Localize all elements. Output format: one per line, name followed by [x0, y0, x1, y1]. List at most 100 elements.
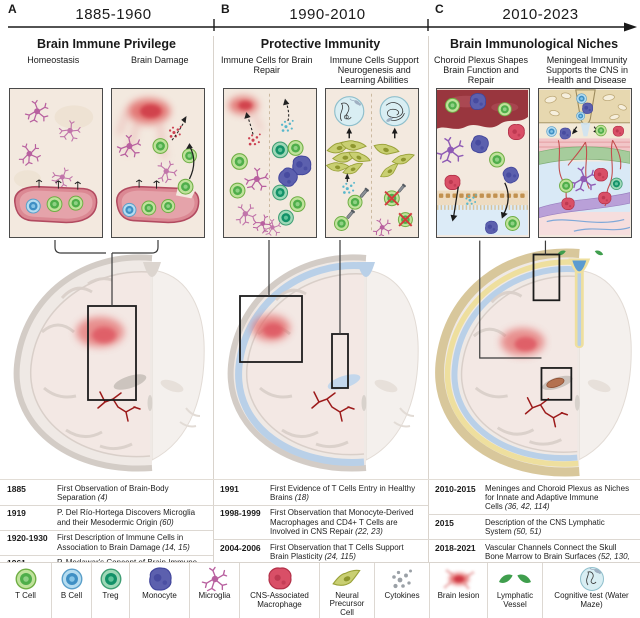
legend-label: Microglia	[198, 591, 231, 600]
panel-b-events: 1991 First Evidence of T Cells Entry in H…	[213, 480, 428, 578]
ventricle	[113, 374, 147, 390]
event-ref: (22, 23)	[355, 527, 383, 537]
event-row: 1991 First Evidence of T Cells Entry in H…	[213, 481, 428, 505]
t-cell-icon	[289, 196, 306, 213]
blood-vessel-branches	[97, 391, 141, 422]
panel-a-letter: A	[8, 2, 17, 16]
event-year: 2004-2006	[220, 542, 261, 553]
event-text: Description of the CNS Lymphatic System	[485, 517, 605, 537]
brain-damage-illustration	[111, 89, 203, 236]
event-text: Vascular Channels Connect the Skull Bone…	[485, 542, 617, 562]
t-cell-icon	[333, 216, 349, 231]
legend-label: Lymphatic Vessel	[496, 591, 534, 609]
panel-c-events: 2010-2015 Meninges and Choroid Plexus as …	[428, 480, 640, 595]
brain-surface	[539, 211, 630, 236]
legend-item-npc: Neural Precursor Cell	[320, 563, 375, 618]
dura-layer	[444, 259, 579, 467]
event-row: 1885 First Observation of Brain-Body Sepa…	[0, 481, 213, 505]
meningeal-immunity-illustration	[539, 89, 630, 236]
legend-item-cytokines: Cytokines	[375, 563, 430, 618]
treg-icon	[271, 184, 288, 201]
event-year: 2010-2015	[435, 483, 476, 494]
arachnoid-layer	[539, 146, 630, 165]
panel-b-neurogenesis-box	[324, 88, 419, 238]
connector-lines	[479, 240, 547, 359]
event-row: 1919 P. Del Río-Hortega Discovers Microgl…	[0, 504, 213, 530]
t-cell-icon	[497, 102, 512, 117]
t-cell-icon	[595, 124, 607, 137]
monocyte-icon	[148, 567, 172, 591]
panel-c-brain-illustration	[435, 240, 632, 477]
event-text: First Evidence of T Cells Entry in Healt…	[270, 483, 416, 502]
csf-layer	[451, 266, 578, 462]
t-cell-icon	[505, 216, 520, 231]
macrophage-icon	[561, 197, 575, 210]
events-separator-line	[0, 479, 640, 480]
event-row: 1998-1999 First Observation that Monocyte…	[213, 504, 428, 539]
legend-item-cns-macrophage: CNS-Associated Macrophage	[240, 563, 320, 618]
legend-label: Treg	[102, 591, 119, 600]
event-ref: (18)	[294, 492, 309, 502]
b-cell-icon	[576, 93, 587, 104]
event-year: 2015	[435, 517, 454, 528]
monocyte-icon	[582, 102, 594, 114]
panel-b-title: Protective Immunity	[260, 37, 381, 51]
event-ref: (4)	[97, 492, 108, 502]
macrophage-icon	[507, 124, 525, 141]
treg-icon	[610, 177, 623, 190]
blood-vessel-branches	[524, 397, 569, 428]
b-cell-icon	[546, 126, 557, 137]
legend-label: Cytokines	[384, 591, 420, 600]
panel-c-subtitle-choroid: Choroid Plexus Shapes Brain Function and…	[433, 55, 529, 86]
treg-icon	[277, 209, 294, 226]
panel-b-subtitle-repair: Immune Cells for Brain Repair	[220, 55, 313, 76]
event-row: 2015 Description of the CNS Lymphatic Sys…	[428, 514, 640, 539]
legend-item-b-cell: B Cell	[52, 563, 92, 618]
event-text: Meninges and Choroid Plexus as Niches fo…	[485, 483, 630, 512]
t-cell-icon	[160, 199, 175, 214]
t-cell-icon	[230, 153, 248, 170]
event-ref: (50, 51)	[513, 527, 542, 537]
arrow-head	[180, 116, 187, 124]
t-cell-icon	[489, 151, 505, 168]
legend-item-lymphatic: Lymphatic Vessel	[488, 563, 543, 618]
red-x	[397, 212, 412, 227]
event-row: 1920-1930 First Description of Immune Cel…	[0, 529, 213, 555]
event-year: 1920-1930	[7, 533, 48, 544]
event-year: 2018-2021	[435, 542, 476, 553]
t-cell-icon	[15, 568, 36, 590]
monocyte-icon	[485, 220, 498, 234]
panel-b-brain-illustration	[227, 240, 419, 472]
event-text: First Observation that T Cells Support B…	[270, 542, 404, 562]
legend-label: Brain lesion	[437, 591, 480, 600]
panel-c-meninges-box	[538, 88, 632, 238]
t-cell-icon	[177, 178, 194, 195]
midline-fissure	[357, 262, 375, 277]
legend-item-monocyte: Monocyte	[130, 563, 190, 618]
legend-item-t-cell: T Cell	[0, 563, 52, 618]
event-text: First Observation that Monocyte-Derived …	[270, 508, 414, 537]
event-ref: (24, 115)	[324, 552, 356, 562]
panel-c-range: 2010-2023	[502, 6, 579, 23]
event-year: 1919	[7, 508, 26, 519]
legend-strip: T Cell B Cell Treg Monocyte Microglia CN…	[0, 562, 640, 618]
legend-item-treg: Treg	[92, 563, 130, 618]
lymphatic-vessel-icon	[497, 573, 533, 585]
panel-a-title: Brain Immune Privilege	[37, 37, 176, 51]
blood-vessel-branches	[311, 391, 355, 422]
choroid-plexus-illustration	[437, 89, 528, 236]
panel-a-brain-illustration	[13, 240, 205, 472]
legend-item-water-maze: Cognitive test (Water Maze)	[543, 563, 640, 618]
superior-sagittal-sinus	[572, 260, 587, 272]
inset-rectangle-meninges	[532, 253, 561, 302]
monocyte-icon	[559, 127, 571, 140]
treg-icon	[271, 141, 289, 159]
water-maze-icon	[579, 567, 604, 591]
event-year: 1885	[7, 483, 26, 494]
t-cell-icon	[140, 200, 156, 216]
panel-a-events: 1885 First Observation of Brain-Body Sepa…	[0, 480, 213, 577]
panel-a-brain-damage-box	[110, 88, 205, 238]
macrophage-icon	[593, 168, 608, 182]
inset-rectangle-lesion	[239, 295, 303, 363]
